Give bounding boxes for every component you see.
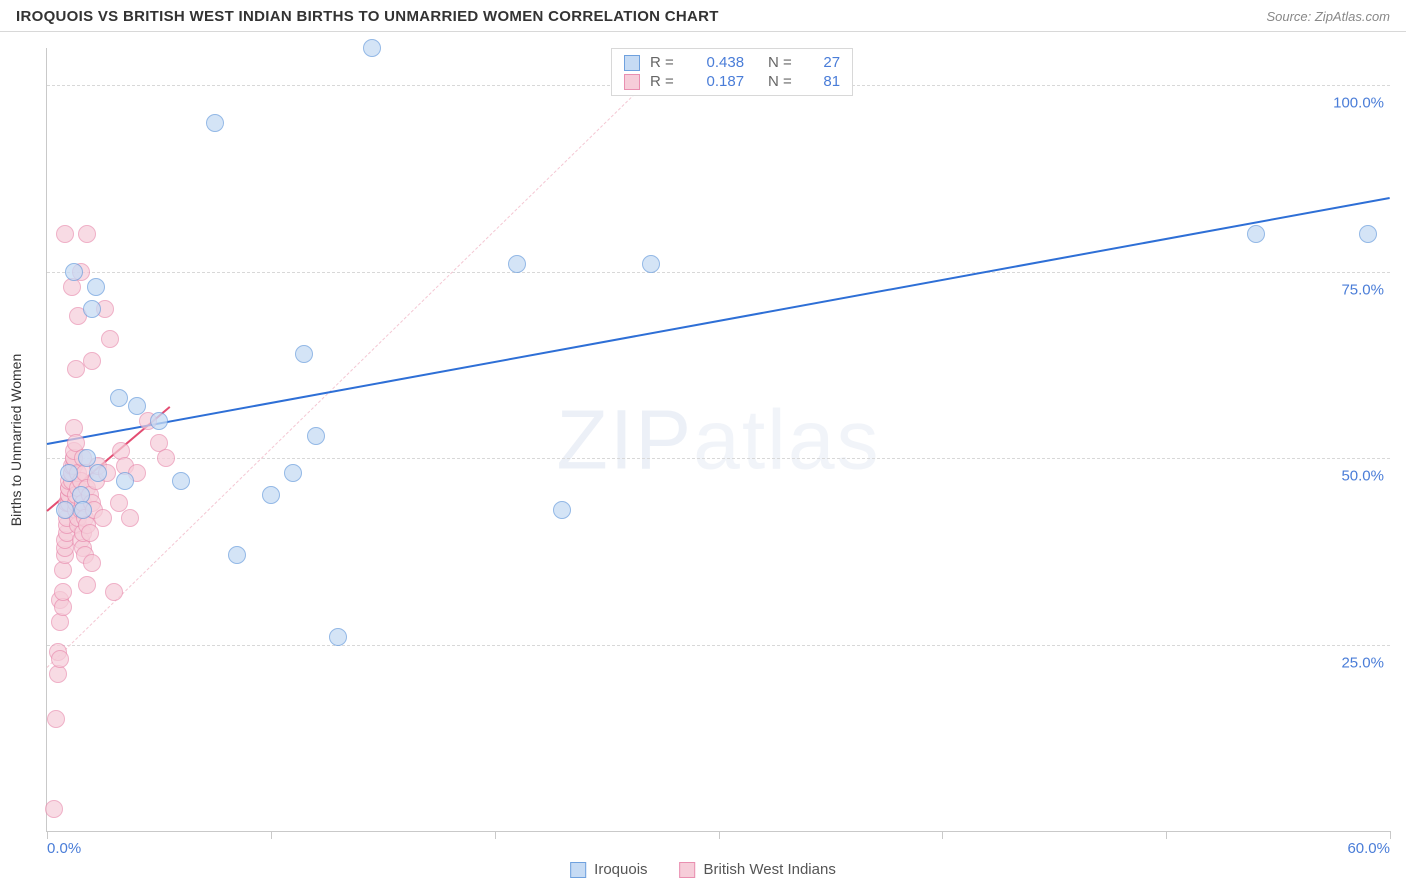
data-point-iroquois xyxy=(74,501,92,519)
data-point-bwi xyxy=(78,225,96,243)
data-point-bwi xyxy=(101,330,119,348)
data-point-iroquois xyxy=(83,300,101,318)
swatch-icon xyxy=(624,74,640,90)
data-point-iroquois xyxy=(295,345,313,363)
data-point-iroquois xyxy=(56,501,74,519)
data-point-bwi xyxy=(81,524,99,542)
swatch-icon xyxy=(680,862,696,878)
data-point-iroquois xyxy=(89,464,107,482)
trend-line xyxy=(47,197,1390,445)
data-point-bwi xyxy=(56,225,74,243)
gridline xyxy=(47,272,1390,273)
legend-n-label: N = xyxy=(768,73,800,90)
bottom-legend: Iroquois British West Indians xyxy=(570,861,836,878)
data-point-iroquois xyxy=(329,628,347,646)
data-point-bwi xyxy=(105,583,123,601)
watermark-light: atlas xyxy=(693,392,880,486)
data-point-iroquois xyxy=(60,464,78,482)
trend-line xyxy=(47,56,674,668)
x-tick xyxy=(47,831,48,839)
data-point-iroquois xyxy=(65,263,83,281)
data-point-iroquois xyxy=(150,412,168,430)
plot-area: Births to Unmarried Women ZIPatlas 25.0%… xyxy=(46,48,1390,832)
data-point-iroquois xyxy=(363,39,381,57)
correlation-legend: R = 0.438 N = 27 R = 0.187 N = 81 xyxy=(611,48,853,96)
y-axis-title: Births to Unmarried Women xyxy=(8,354,24,526)
data-point-iroquois xyxy=(553,501,571,519)
gridline xyxy=(47,645,1390,646)
legend-item-bwi: British West Indians xyxy=(680,861,836,878)
x-tick xyxy=(271,831,272,839)
data-point-iroquois xyxy=(642,255,660,273)
x-tick xyxy=(495,831,496,839)
data-point-iroquois xyxy=(110,389,128,407)
data-point-bwi xyxy=(51,650,69,668)
watermark: ZIPatlas xyxy=(556,391,880,488)
watermark-bold: ZIP xyxy=(556,392,693,486)
data-point-bwi xyxy=(45,800,63,818)
chart-title: IROQUOIS VS BRITISH WEST INDIAN BIRTHS T… xyxy=(16,8,719,25)
data-point-iroquois xyxy=(116,472,134,490)
legend-r-label: R = xyxy=(650,54,682,71)
y-tick-label: 75.0% xyxy=(1341,281,1384,298)
legend-n-label: N = xyxy=(768,54,800,71)
x-tick-label: 0.0% xyxy=(47,840,81,857)
data-point-iroquois xyxy=(508,255,526,273)
x-tick xyxy=(1390,831,1391,839)
legend-n-value: 27 xyxy=(810,54,840,71)
legend-row: R = 0.438 N = 27 xyxy=(624,53,840,72)
data-point-iroquois xyxy=(172,472,190,490)
legend-r-value: 0.438 xyxy=(692,54,744,71)
swatch-icon xyxy=(570,862,586,878)
data-point-iroquois xyxy=(206,114,224,132)
data-point-iroquois xyxy=(1359,225,1377,243)
data-point-bwi xyxy=(47,710,65,728)
data-point-iroquois xyxy=(128,397,146,415)
data-point-iroquois xyxy=(87,278,105,296)
legend-r-label: R = xyxy=(650,73,682,90)
swatch-icon xyxy=(624,55,640,71)
data-point-bwi xyxy=(94,509,112,527)
title-bar: IROQUOIS VS BRITISH WEST INDIAN BIRTHS T… xyxy=(0,0,1406,32)
x-tick xyxy=(719,831,720,839)
data-point-iroquois xyxy=(307,427,325,445)
data-point-bwi xyxy=(78,576,96,594)
data-point-bwi xyxy=(83,554,101,572)
data-point-iroquois xyxy=(262,486,280,504)
legend-item-iroquois: Iroquois xyxy=(570,861,647,878)
y-tick-label: 25.0% xyxy=(1341,654,1384,671)
x-tick-label: 60.0% xyxy=(1347,840,1390,857)
x-tick xyxy=(1166,831,1167,839)
legend-label: Iroquois xyxy=(594,861,647,878)
data-point-iroquois xyxy=(284,464,302,482)
x-tick xyxy=(942,831,943,839)
data-point-bwi xyxy=(54,583,72,601)
data-point-bwi xyxy=(121,509,139,527)
data-point-bwi xyxy=(83,352,101,370)
legend-r-value: 0.187 xyxy=(692,73,744,90)
y-tick-label: 100.0% xyxy=(1333,95,1384,112)
scatter-plot: ZIPatlas 25.0%50.0%75.0%100.0%0.0%60.0%R… xyxy=(46,48,1390,832)
source-attribution: Source: ZipAtlas.com xyxy=(1266,9,1390,24)
y-tick-label: 50.0% xyxy=(1341,468,1384,485)
data-point-iroquois xyxy=(1247,225,1265,243)
legend-label: British West Indians xyxy=(704,861,836,878)
legend-n-value: 81 xyxy=(810,73,840,90)
legend-row: R = 0.187 N = 81 xyxy=(624,72,840,91)
data-point-iroquois xyxy=(228,546,246,564)
gridline xyxy=(47,458,1390,459)
data-point-bwi xyxy=(157,449,175,467)
